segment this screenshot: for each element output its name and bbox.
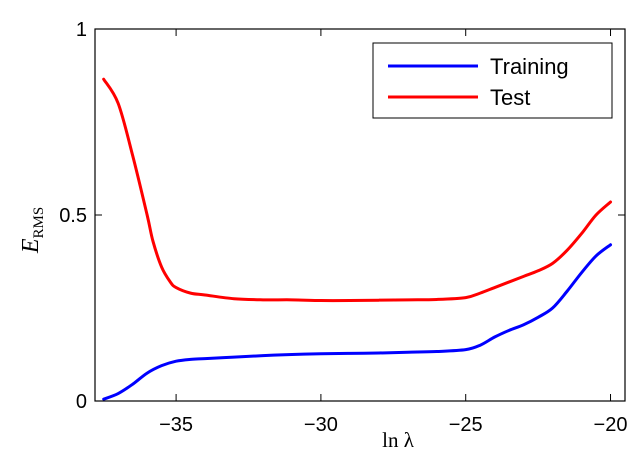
- y-tick-label: 1: [76, 19, 87, 41]
- y-tick-label: 0: [76, 391, 87, 413]
- legend-label-test: Test: [490, 85, 530, 110]
- x-tick-label: −30: [304, 414, 338, 436]
- y-axis-label: ERMS: [18, 207, 47, 254]
- ticks-layer: −35 −30 −25 −20 0 0.5 1: [59, 19, 627, 436]
- legend-label-training: Training: [490, 54, 569, 79]
- series-line-test: [102, 77, 613, 303]
- y-axis-label-sub: RMS: [31, 207, 47, 239]
- x-tick-label: −20: [594, 414, 628, 436]
- y-axis-label-main: E: [18, 238, 44, 254]
- legend: Training Test: [372, 42, 613, 119]
- x-axis-label: ln λ: [382, 428, 415, 452]
- y-tick-label: 0.5: [59, 205, 87, 227]
- x-tick-label: −25: [449, 414, 483, 436]
- legend-box: [372, 42, 613, 119]
- x-tick-label: −35: [159, 414, 193, 436]
- series-line-training: [102, 243, 613, 401]
- series-layer: [102, 77, 613, 401]
